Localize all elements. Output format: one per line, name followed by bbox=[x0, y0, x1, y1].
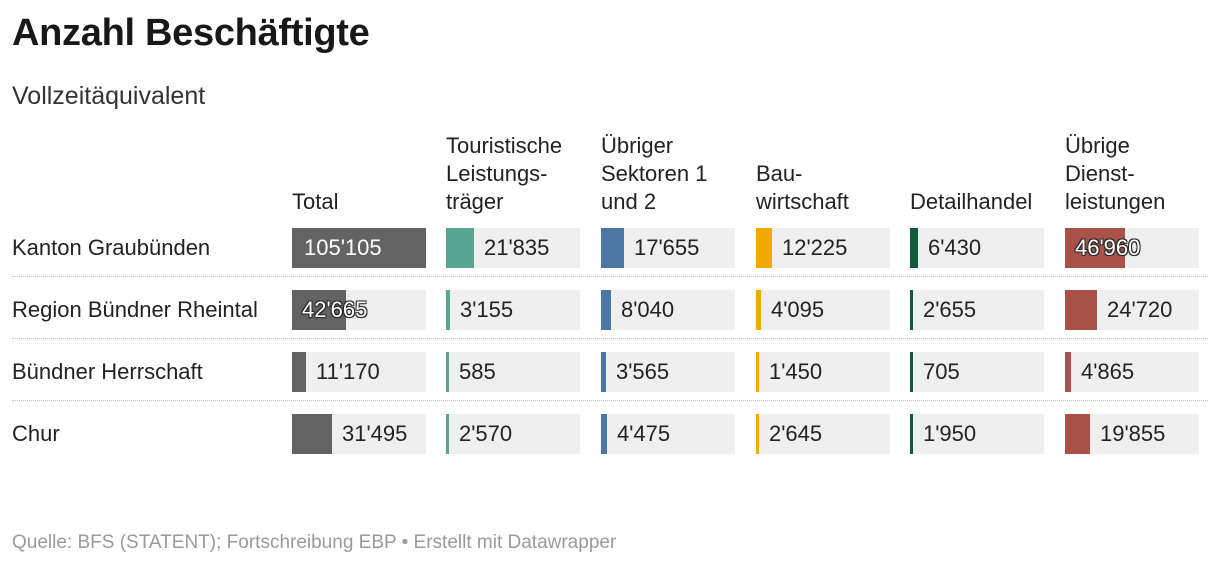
value-label: 42'665 bbox=[302, 297, 368, 322]
bar-construction bbox=[756, 414, 759, 454]
bar-sector12 bbox=[601, 352, 606, 392]
bar-tourism bbox=[446, 352, 449, 392]
bar-retail bbox=[910, 352, 913, 392]
bar-services bbox=[1065, 228, 1125, 268]
value-label: 1'950 bbox=[923, 421, 977, 446]
bar-construction bbox=[756, 228, 772, 268]
value-label: 12'225 bbox=[782, 235, 848, 260]
row-label: Chur bbox=[12, 421, 60, 446]
value-label: 46'960 bbox=[1075, 235, 1141, 260]
value-label: 2'645 bbox=[769, 421, 823, 446]
value-label: 24'720 bbox=[1107, 297, 1173, 322]
value-label: 17'655 bbox=[634, 235, 700, 260]
value-label: 2'655 bbox=[923, 297, 977, 322]
value-label: 4'475 bbox=[617, 421, 671, 446]
cell-sector12: 4'475 bbox=[601, 414, 735, 454]
bar-construction bbox=[756, 352, 759, 392]
value-label: 21'835 bbox=[484, 235, 550, 260]
value-label: 3'155 bbox=[460, 297, 514, 322]
cell-retail: 1'950 bbox=[910, 414, 1044, 454]
cell-sector12: 8'040 bbox=[601, 290, 735, 330]
cell-total: 31'495 bbox=[292, 414, 426, 454]
column-header-tourism: Touristische Leistungs- träger bbox=[446, 133, 563, 214]
cell-total: 42'665 bbox=[292, 290, 426, 330]
cell-construction: 12'225 bbox=[756, 228, 890, 268]
cell-retail: 705 bbox=[910, 352, 1044, 392]
cell-retail: 6'430 bbox=[910, 228, 1044, 268]
column-header-sector12: Übriger Sektoren 1 und 2 bbox=[601, 133, 708, 214]
value-label: 3'565 bbox=[616, 359, 670, 384]
cell-tourism: 585 bbox=[446, 352, 580, 392]
row-label: Bündner Herrschaft bbox=[12, 359, 203, 384]
source-note: Quelle: BFS (STATENT); Fortschreibung EB… bbox=[12, 532, 617, 553]
bar-tourism bbox=[446, 290, 450, 330]
column-header-services: Übrige Dienst- leistungen bbox=[1065, 133, 1166, 214]
bar-total bbox=[292, 414, 332, 454]
bar-sector12 bbox=[601, 228, 624, 268]
cell-services: 46'960 bbox=[1065, 228, 1199, 268]
bar-retail bbox=[910, 228, 918, 268]
cell-tourism: 21'835 bbox=[446, 228, 580, 268]
column-header-total: Total bbox=[292, 189, 339, 214]
value-label: 585 bbox=[459, 359, 496, 384]
row-separator bbox=[12, 338, 1208, 339]
chart-title: Anzahl Beschäftigte bbox=[12, 12, 370, 54]
value-label: 4'095 bbox=[771, 297, 825, 322]
row-separator bbox=[12, 400, 1208, 401]
value-label: 2'570 bbox=[459, 421, 513, 446]
cell-sector12: 3'565 bbox=[601, 352, 735, 392]
value-label: 705 bbox=[923, 359, 960, 384]
value-label: 105'105 bbox=[304, 235, 382, 260]
value-label: 8'040 bbox=[621, 297, 675, 322]
cell-construction: 4'095 bbox=[756, 290, 890, 330]
bar-total bbox=[292, 290, 346, 330]
column-header-construction: Bau- wirtschaft bbox=[756, 161, 849, 214]
bar-services bbox=[1065, 290, 1097, 330]
cell-total: 11'170 bbox=[292, 352, 426, 392]
value-label: 11'170 bbox=[316, 359, 380, 384]
cell-tourism: 2'570 bbox=[446, 414, 580, 454]
value-label: 1'450 bbox=[769, 359, 823, 384]
value-label: 19'855 bbox=[1100, 421, 1166, 446]
value-label: 4'865 bbox=[1081, 359, 1135, 384]
cell-tourism: 3'155 bbox=[446, 290, 580, 330]
bar-total bbox=[292, 352, 306, 392]
row-separator bbox=[12, 276, 1208, 277]
chart-subtitle: Vollzeitäquivalent bbox=[12, 82, 206, 110]
cell-sector12: 17'655 bbox=[601, 228, 735, 268]
bar-construction bbox=[756, 290, 761, 330]
cell-services: 4'865 bbox=[1065, 352, 1199, 392]
cell-services: 19'855 bbox=[1065, 414, 1199, 454]
bar-sector12 bbox=[601, 414, 607, 454]
row-label: Region Bündner Rheintal bbox=[12, 297, 258, 322]
bar-services bbox=[1065, 352, 1071, 392]
value-label: 6'430 bbox=[928, 235, 982, 260]
bar-sector12 bbox=[601, 290, 611, 330]
cell-services: 24'720 bbox=[1065, 290, 1199, 330]
bar-retail bbox=[910, 414, 913, 454]
cell-total: 105'105 bbox=[292, 228, 426, 268]
cell-construction: 2'645 bbox=[756, 414, 890, 454]
bar-retail bbox=[910, 290, 913, 330]
bar-tourism bbox=[446, 228, 474, 268]
cell-construction: 1'450 bbox=[756, 352, 890, 392]
cell-retail: 2'655 bbox=[910, 290, 1044, 330]
value-label: 31'495 bbox=[342, 421, 408, 446]
column-header-retail: Detailhandel bbox=[910, 189, 1033, 214]
bar-tourism bbox=[446, 414, 449, 454]
row-label: Kanton Graubünden bbox=[12, 235, 211, 260]
bar-services bbox=[1065, 414, 1090, 454]
bar-total bbox=[292, 228, 426, 268]
